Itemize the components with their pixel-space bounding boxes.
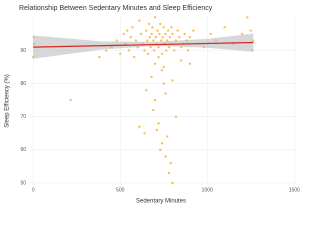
point (161, 36, 165, 39)
point (152, 39, 155, 42)
point (147, 22, 151, 26)
point (162, 26, 165, 29)
point (131, 26, 134, 29)
y-tick-label: 70 (20, 114, 26, 120)
point (152, 108, 155, 112)
point (143, 49, 146, 52)
point (157, 45, 160, 49)
point (162, 65, 165, 69)
y-tick-label: 50 (20, 180, 26, 186)
point (155, 128, 158, 132)
point (188, 36, 192, 39)
point (183, 32, 186, 36)
point (166, 135, 169, 138)
point (115, 39, 118, 42)
point (153, 98, 157, 102)
point (146, 39, 149, 42)
point (145, 29, 148, 32)
chart-title: Relationship Between Sedentary Minutes a… (19, 5, 213, 12)
point (143, 132, 146, 135)
point (192, 29, 195, 32)
point (172, 49, 176, 52)
point (156, 29, 159, 32)
point (171, 32, 174, 36)
y-tick-label: 80 (20, 81, 26, 87)
point (167, 45, 171, 49)
point (69, 98, 72, 102)
point (145, 89, 148, 92)
point (146, 52, 150, 55)
point (188, 62, 192, 65)
point (105, 49, 108, 52)
point (122, 32, 125, 36)
point (127, 49, 131, 52)
confidence-band (33, 33, 254, 59)
point (139, 32, 143, 36)
point (171, 79, 174, 82)
point (150, 32, 153, 36)
x-tick-label: 500 (116, 187, 125, 193)
point (159, 148, 162, 152)
point (160, 52, 164, 55)
point (240, 32, 244, 36)
chart: Relationship Between Sedentary Minutes a… (5, 5, 300, 205)
point (149, 45, 152, 49)
point (138, 125, 141, 128)
point (169, 161, 172, 165)
point (159, 22, 162, 26)
point (165, 49, 168, 52)
point (153, 16, 157, 19)
point (154, 36, 158, 39)
point (249, 29, 252, 32)
y-tick-label: 90 (20, 48, 26, 54)
point (152, 49, 156, 52)
point (179, 59, 183, 62)
trend-line (33, 41, 254, 48)
point (159, 39, 163, 42)
point (223, 26, 226, 29)
point (160, 69, 164, 72)
point (148, 36, 152, 39)
point (170, 26, 173, 29)
point (129, 36, 132, 39)
point (150, 75, 153, 79)
point (164, 32, 167, 36)
point (164, 92, 167, 95)
point (246, 16, 249, 19)
point (157, 55, 160, 59)
point (164, 155, 167, 158)
point (98, 55, 101, 59)
x-tick-label: 1000 (202, 187, 213, 193)
point (186, 49, 190, 52)
point (134, 39, 138, 42)
point (168, 36, 172, 39)
point (176, 29, 179, 32)
point (153, 62, 157, 65)
point (157, 122, 160, 125)
point (171, 181, 174, 185)
point (158, 32, 161, 36)
point (119, 52, 122, 55)
point (138, 19, 141, 22)
x-tick-label: 0 (32, 187, 35, 193)
x-axis-label: Sedentary Minutes (136, 199, 186, 205)
point (151, 26, 154, 29)
point (132, 55, 136, 59)
point (160, 142, 164, 145)
point (167, 171, 171, 175)
x-tick-label: 1500 (289, 187, 300, 193)
point (125, 29, 129, 32)
point (209, 32, 212, 36)
y-tick-label: 60 (20, 147, 26, 153)
point (162, 82, 165, 85)
point (166, 29, 170, 32)
point (178, 36, 181, 39)
point (174, 115, 178, 118)
y-axis-label: Sleep Efficiency (%) (5, 74, 11, 128)
